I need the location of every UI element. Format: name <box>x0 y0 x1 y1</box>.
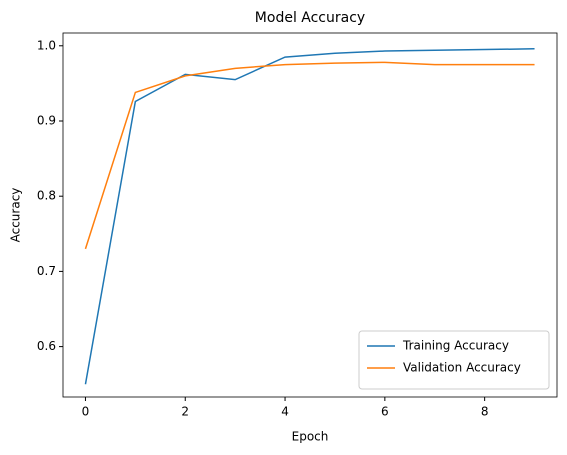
x-tick-label: 4 <box>281 405 289 419</box>
y-tick-label: 0.6 <box>37 339 56 353</box>
x-tick-label: 8 <box>481 405 489 419</box>
data-line <box>84 48 535 385</box>
x-tick-label: 0 <box>82 405 90 419</box>
x-tick-label: 2 <box>181 405 189 419</box>
legend-label: Validation Accuracy <box>403 361 521 375</box>
y-axis-label: Accuracy <box>9 188 23 243</box>
y-tick-label: 0.9 <box>37 113 56 127</box>
y-tick-label: 1.0 <box>37 38 56 52</box>
legend-label: Training Accuracy <box>402 339 509 353</box>
x-axis-label: Epoch <box>292 430 329 444</box>
chart-title: Model Accuracy <box>255 10 365 26</box>
data-line <box>84 61 535 250</box>
legend-box <box>358 330 550 390</box>
y-tick-label: 0.8 <box>37 189 56 203</box>
y-tick-label: 0.7 <box>37 264 56 278</box>
x-tick-label: 6 <box>381 405 389 419</box>
plot-frame <box>62 32 558 398</box>
